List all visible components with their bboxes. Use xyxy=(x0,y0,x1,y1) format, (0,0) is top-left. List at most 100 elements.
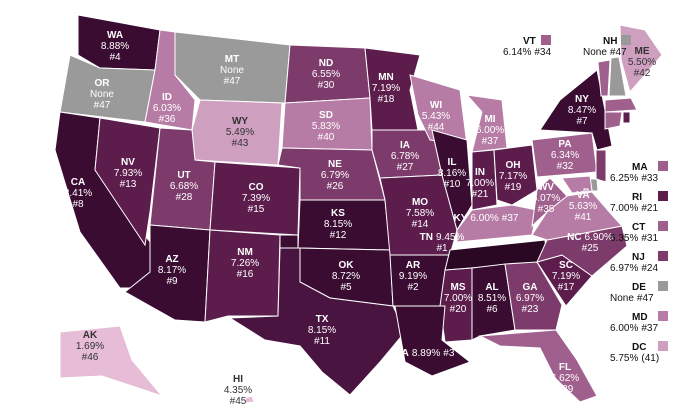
label-part: WY xyxy=(232,116,248,127)
state-label: CO 7.39% #15 xyxy=(242,182,270,215)
label-part: #34 xyxy=(534,47,551,58)
legend-swatch xyxy=(658,341,668,351)
state-label: MI 6.00% #37 xyxy=(476,114,504,147)
state-label: NY 8.47% #7 xyxy=(568,94,596,127)
label-part: #43 xyxy=(232,138,249,149)
state-label: ME 5.50% #42 xyxy=(628,46,656,79)
state-shape xyxy=(394,305,472,377)
state-label: GA 6.97% #23 xyxy=(516,282,544,315)
state-label: NE 6.79% #26 xyxy=(321,159,349,192)
label-part: MI xyxy=(484,114,495,125)
state-shape xyxy=(597,59,611,97)
state-label: DC 5.75% (41) xyxy=(610,342,659,364)
state-label: AL 8.51% #6 xyxy=(478,282,506,315)
state-shape xyxy=(493,144,538,206)
state-label: IL 8.16% #10 xyxy=(438,157,466,190)
label-part: LA xyxy=(396,348,409,359)
state-shape xyxy=(583,188,589,194)
label-part: 6.62% xyxy=(551,373,579,384)
label-part: #20 xyxy=(450,304,467,315)
state-shape xyxy=(228,247,406,396)
label-part: 9.19% xyxy=(399,271,427,282)
label-part: #21 xyxy=(472,189,489,200)
state-label: IN 7.00% #21 xyxy=(466,167,494,200)
label-part: IL xyxy=(448,157,457,168)
label-part: #27 xyxy=(397,162,414,173)
label-part: 8.41% xyxy=(64,188,92,199)
label-part: 6.00% xyxy=(476,125,504,136)
label-part: ME xyxy=(635,46,650,57)
label-part: 7.58% xyxy=(406,208,434,219)
label-part: NC xyxy=(567,232,581,243)
label-part: #35 xyxy=(538,204,555,215)
label-part: #13 xyxy=(120,179,137,190)
state-label: KS 8.15% #12 xyxy=(324,208,352,241)
state-shape xyxy=(191,99,283,166)
label-part: CT xyxy=(632,222,645,233)
label-part: #30 xyxy=(318,80,335,91)
label-part: 6.25% xyxy=(610,173,638,184)
label-part: 7.26% xyxy=(231,258,259,269)
label-part: None xyxy=(583,47,607,58)
label-part: OR xyxy=(95,78,111,89)
label-part: #10 xyxy=(444,179,461,190)
state-label: LA 8.89% #3 xyxy=(396,348,455,359)
state-label: MA 6.25% #33 xyxy=(610,162,658,184)
state-label: VT 6.14% #34 xyxy=(503,36,551,58)
label-part: 7.19% xyxy=(372,83,400,94)
label-part: WA xyxy=(107,30,123,41)
state-label: HI 4.35% #45 xyxy=(224,374,252,407)
state-shape xyxy=(604,111,623,130)
state-label: SC 7.19% #17 xyxy=(552,260,580,293)
label-part: #24 xyxy=(641,263,658,274)
label-part: HI xyxy=(233,374,243,385)
state-shape xyxy=(471,263,516,341)
label-part: #12 xyxy=(330,230,347,241)
label-part: #18 xyxy=(378,94,395,105)
label-part: 6.78% xyxy=(391,151,419,162)
label-part: MN xyxy=(378,72,394,83)
label-part: 5.83% xyxy=(312,121,340,132)
label-part: SC xyxy=(559,260,573,271)
state-label: WI 5.43% #44 xyxy=(422,100,450,133)
label-part: #45 xyxy=(230,396,247,407)
label-part: RI xyxy=(632,192,642,203)
state-label: FL 6.62% #29 xyxy=(551,362,579,395)
label-part: MT xyxy=(225,54,239,65)
state-label: AZ 8.17% #9 xyxy=(158,254,186,287)
label-part: PA xyxy=(558,139,571,150)
label-part: 9.45% xyxy=(436,232,464,243)
label-part: #14 xyxy=(412,219,429,230)
label-part: #4 xyxy=(109,52,121,63)
label-part: 7.00% xyxy=(466,178,494,189)
label-part: AR xyxy=(406,260,421,271)
label-part: #8 xyxy=(72,199,84,210)
state-label: MD 6.00% #37 xyxy=(610,312,658,334)
label-part: #41 xyxy=(575,212,592,223)
label-part: #3 xyxy=(443,348,455,359)
label-part: #42 xyxy=(634,68,651,79)
state-shape xyxy=(204,229,281,323)
label-part: 7.19% xyxy=(552,271,580,282)
label-part: DC xyxy=(632,342,646,353)
state-label: WV 6.07% #35 xyxy=(532,182,560,215)
label-part: None xyxy=(610,293,634,304)
label-part: 6.03% xyxy=(153,103,181,114)
legend-swatch xyxy=(658,281,668,291)
label-part: #5 xyxy=(340,282,352,293)
label-part: MA xyxy=(632,162,648,173)
state-label: MO 7.58% #14 xyxy=(406,197,434,230)
label-part: #36 xyxy=(159,114,176,125)
state-label: NV 7.93% #13 xyxy=(114,157,142,190)
label-part: #7 xyxy=(576,116,588,127)
label-part: #31 xyxy=(641,233,658,244)
label-part: 7.00% xyxy=(444,293,472,304)
label-part: #17 xyxy=(558,282,575,293)
label-part: MD xyxy=(632,312,648,323)
label-part: 8.17% xyxy=(158,265,186,276)
label-part: FL xyxy=(559,362,571,373)
label-part: 8.88% xyxy=(101,41,129,52)
label-part: #6 xyxy=(486,304,498,315)
label-part: 6.97% xyxy=(516,293,544,304)
